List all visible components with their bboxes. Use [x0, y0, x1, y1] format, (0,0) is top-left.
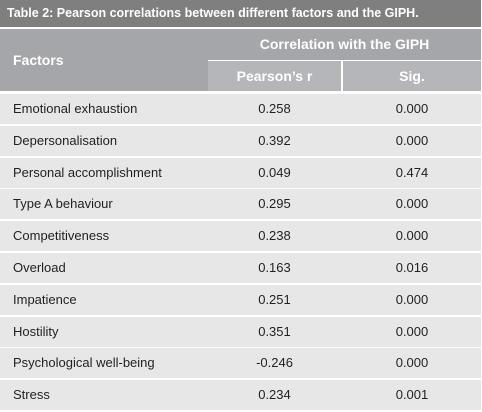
- factor-cell: Impatience: [13, 291, 77, 307]
- table-row: Impatience 0.251 0.000: [0, 284, 481, 315]
- pearson-r-cell: 0.351: [258, 323, 291, 339]
- table-row: Personal accomplishment 0.049 0.474: [0, 157, 481, 188]
- table-row: Hostility 0.351 0.000: [0, 316, 481, 347]
- pearson-r-cell: 0.163: [258, 259, 291, 275]
- table-row: Type A behaviour 0.295 0.000: [0, 189, 481, 220]
- factor-cell: Psychological well-being: [13, 355, 155, 371]
- significance-cell: 0.016: [395, 259, 429, 275]
- pearson-r-cell: 0.049: [258, 164, 291, 180]
- pearson-r-cell: 0.251: [258, 291, 291, 307]
- factors-column-header: Factors: [13, 52, 64, 68]
- pearson-r-cell: 0.234: [258, 387, 291, 403]
- header-column-divider: [341, 61, 343, 91]
- significance-cell: 0.000: [395, 196, 429, 212]
- table-row: Psychological well-being -0.246 0.000: [0, 348, 481, 379]
- significance-cell: 0.000: [395, 132, 429, 148]
- factor-cell: Type A behaviour: [13, 196, 113, 212]
- factor-cell: Stress: [13, 387, 50, 403]
- pearson-r-cell: -0.246: [256, 355, 293, 371]
- correlation-group-header: Correlation with the GIPH: [259, 36, 430, 52]
- factor-cell: Depersonalisation: [13, 132, 118, 148]
- factor-cell: Emotional exhaustion: [13, 101, 138, 116]
- pearson-r-column-header: Pearson’s r: [208, 61, 341, 91]
- significance-cell: 0.000: [395, 228, 429, 244]
- factor-cell: Overload: [13, 259, 66, 275]
- significance-cell: 0.000: [395, 323, 429, 339]
- factor-cell: Hostility: [13, 323, 59, 339]
- table-row: Emotional exhaustion 0.258 0.000: [0, 94, 481, 124]
- factor-cell: Competitiveness: [13, 228, 110, 244]
- pearson-r-cell: 0.295: [258, 196, 291, 212]
- significance-cell: 0.000: [395, 291, 429, 307]
- significance-cell: 0.000: [395, 101, 429, 116]
- table-row: Competitiveness 0.238 0.000: [0, 221, 481, 252]
- table-header: Factors Correlation with the GIPH Pearso…: [0, 29, 481, 91]
- table-row: Stress 0.234 0.001: [0, 380, 481, 411]
- pearson-r-cell: 0.258: [258, 101, 291, 116]
- table-row: Overload 0.163 0.016: [0, 252, 481, 283]
- header-divider: [208, 60, 481, 61]
- significance-cell: 0.000: [395, 355, 429, 371]
- table-body: Emotional exhaustion 0.258 0.000 Deperso…: [0, 94, 481, 412]
- significance-cell: 0.474: [395, 164, 429, 180]
- table-row: Depersonalisation 0.392 0.000: [0, 125, 481, 156]
- pearson-r-cell: 0.238: [258, 228, 291, 244]
- significance-cell: 0.001: [395, 387, 429, 403]
- pearson-r-cell: 0.392: [258, 132, 291, 148]
- factor-cell: Personal accomplishment: [13, 164, 162, 180]
- significance-column-header: Sig.: [343, 61, 481, 91]
- table-title: Table 2: Pearson correlations between di…: [0, 0, 481, 27]
